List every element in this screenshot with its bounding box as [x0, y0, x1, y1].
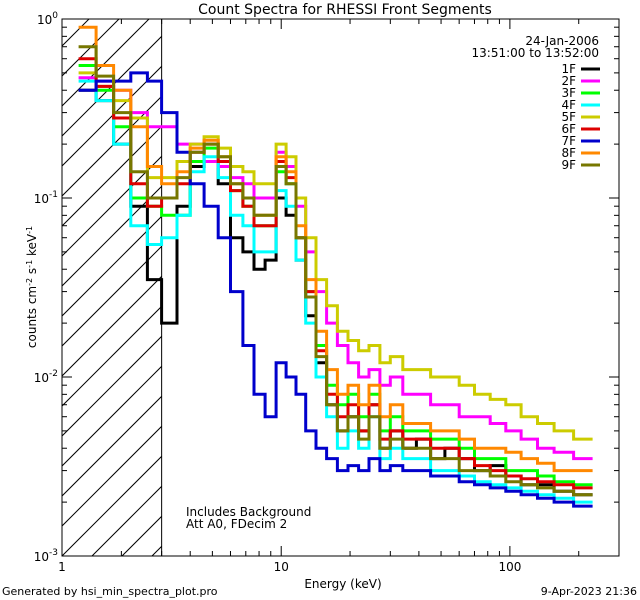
plot-frame [61, 18, 620, 557]
y-tick-label: 100 [37, 11, 58, 27]
hatch-line [332, 0, 640, 556]
annotation-attenuator: Att A0, FDecim 2 [186, 517, 287, 531]
hatch-line [62, 395, 162, 497]
footer-generated-by: Generated by hsi_min_spectra_plot.pro [2, 585, 218, 598]
hatch-line [62, 185, 162, 287]
hatched-background-region [0, 0, 640, 556]
legend-date: 24-Jan-2006 [525, 34, 599, 48]
legend-label-2F: 2F [561, 74, 576, 88]
hatch-line [0, 0, 122, 556]
footer-date: 9-Apr-2023 21:36 [541, 585, 637, 598]
legend-label-9F: 9F [561, 158, 576, 172]
legend-label-4F: 4F [561, 98, 576, 112]
series-2F [78, 76, 593, 461]
hatch-line [62, 19, 150, 107]
hatch-line [62, 35, 162, 137]
series-4F [78, 79, 593, 504]
legend-label-7F: 7F [561, 134, 576, 148]
hatch-line [62, 19, 120, 77]
annotation-background: Includes Background [186, 505, 311, 519]
hatch-line [91, 485, 162, 556]
y-tick-label: 10-1 [34, 190, 58, 206]
hatch-line [62, 275, 162, 377]
hatch-line [62, 215, 162, 317]
hatch-line [0, 0, 92, 556]
legend-label-3F: 3F [561, 86, 576, 100]
hatch-line [62, 425, 162, 527]
series-group [78, 25, 593, 508]
y-axis-label: counts cm-2 s-1 keV-1 [25, 226, 40, 348]
series-1F [78, 88, 593, 497]
x-tick-label: 1 [58, 560, 66, 574]
legend-label-6F: 6F [561, 122, 576, 136]
legend-label-5F: 5F [561, 110, 576, 124]
hatch-line [62, 19, 90, 47]
hatch-line [62, 305, 162, 407]
legend-label-1F: 1F [561, 62, 576, 76]
hatch-line [62, 155, 162, 257]
hatch-line [302, 0, 640, 556]
hatch-line [62, 95, 162, 197]
hatch-line [62, 245, 162, 347]
x-tick-label: 100 [498, 560, 521, 574]
y-tick-label: 10-3 [34, 548, 58, 564]
hatch-line [62, 125, 162, 227]
series-5F [78, 71, 593, 441]
hatch-line [272, 0, 640, 556]
chart-title: Count Spectra for RHESSI Front Segments [198, 2, 492, 18]
series-3F [78, 64, 593, 487]
x-tick-label: 10 [274, 560, 289, 574]
hatch-line [242, 0, 640, 556]
legend-time-range: 13:51:00 to 13:52:00 [472, 46, 599, 60]
x-axis-label: Energy (keV) [304, 577, 381, 591]
series-6F [78, 57, 593, 490]
legend-label-8F: 8F [561, 146, 576, 160]
y-tick-label: 10-2 [34, 369, 58, 385]
hatch-line [62, 365, 162, 467]
series-7F [78, 71, 593, 508]
series-9F [78, 45, 593, 497]
